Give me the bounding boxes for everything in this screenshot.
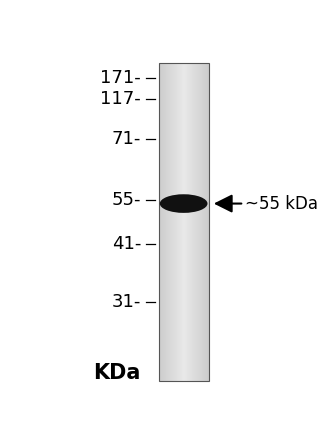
Text: 31-: 31- [111,293,141,311]
Text: 171-: 171- [100,69,141,87]
Bar [191,63,192,381]
Bar [206,63,207,381]
Bar [204,63,205,381]
Text: 41-: 41- [111,235,141,253]
Bar [194,63,195,381]
Ellipse shape [160,194,207,213]
Bar [196,63,197,381]
Bar [179,63,180,381]
Bar [162,63,163,381]
Bar [192,63,193,381]
Text: KDa: KDa [94,363,141,383]
Text: 71-: 71- [111,130,141,148]
Bar [189,63,190,381]
Bar [167,63,168,381]
Bar [195,63,196,381]
Bar [205,63,206,381]
Bar [181,63,182,381]
Bar [187,63,188,381]
Bar [188,63,189,381]
Bar [171,63,172,381]
Bar [197,63,198,381]
Bar [203,63,204,381]
Bar [182,63,183,381]
Bar [169,63,170,381]
Bar [165,63,166,381]
Bar [202,63,203,381]
Bar [174,63,175,381]
Bar [170,63,171,381]
Text: 117-: 117- [100,89,141,107]
Bar [186,63,187,381]
Bar [208,63,209,381]
Bar [160,63,161,381]
Bar [178,63,179,381]
Text: ~55 kDa: ~55 kDa [245,194,318,213]
Bar [185,63,186,381]
Bar [201,63,202,381]
Bar [159,63,160,381]
Bar [175,63,176,381]
Bar [173,63,174,381]
Bar [184,63,185,381]
Bar [168,63,169,381]
Bar [190,63,191,381]
Bar [163,63,164,381]
Bar [176,63,177,381]
Bar [200,63,201,381]
Bar [161,63,162,381]
Bar [198,63,199,381]
Bar [193,63,194,381]
Bar [177,63,178,381]
Bar [172,63,173,381]
Bar [158,63,209,381]
Bar [207,63,208,381]
Bar [180,63,181,381]
Bar [164,63,165,381]
Bar [166,63,167,381]
Bar [199,63,200,381]
Text: 55-: 55- [111,191,141,209]
Bar [183,63,184,381]
